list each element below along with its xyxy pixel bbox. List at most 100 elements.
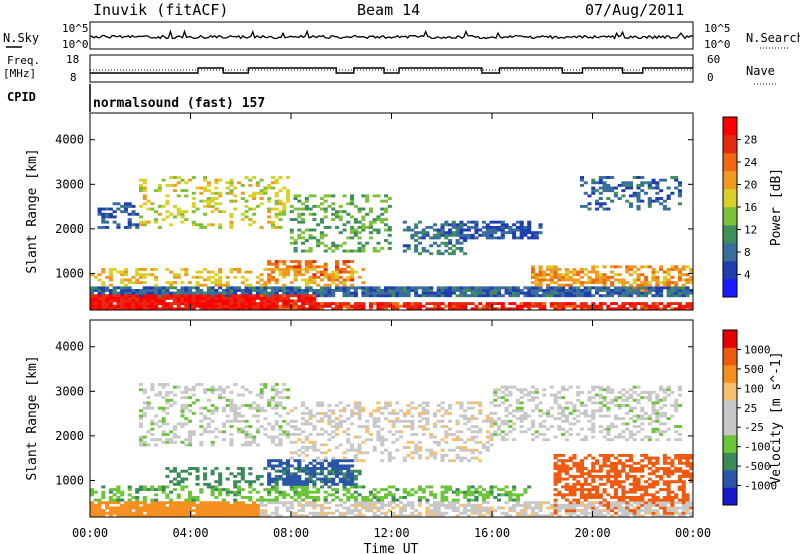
- echo-cell: [308, 207, 313, 211]
- echo-cell: [636, 414, 641, 418]
- echo-cell: [150, 422, 155, 426]
- echo-cell: [278, 396, 283, 400]
- echo-cell: [666, 304, 671, 308]
- echo-cell: [285, 435, 291, 439]
- echo-cell: [519, 503, 524, 507]
- echo-cell: [274, 514, 279, 518]
- echo-cell: [595, 286, 600, 290]
- echo-cell: [553, 270, 558, 274]
- echo-cell: [534, 273, 539, 277]
- echo-cell: [150, 432, 155, 436]
- echo-cell: [613, 186, 618, 190]
- echo-cell: [150, 273, 155, 277]
- echo-cell: [169, 270, 174, 274]
- echo-cell: [304, 239, 309, 243]
- echo-cell: [628, 204, 633, 208]
- echo-cell: [500, 419, 505, 423]
- echo-cell: [206, 417, 211, 421]
- echo-cell: [255, 509, 260, 513]
- echo-cell: [489, 417, 494, 421]
- echo-cell: [365, 506, 370, 510]
- echo-cell: [157, 438, 162, 442]
- echo-cell: [647, 493, 652, 497]
- echo-cell: [677, 278, 682, 282]
- echo-cell: [625, 422, 630, 426]
- echo-cell: [308, 472, 313, 476]
- echo-cell: [278, 469, 283, 473]
- echo-cell: [432, 435, 438, 439]
- echo-cell: [583, 503, 588, 507]
- echo-cell: [255, 181, 260, 185]
- echo-cell: [440, 307, 445, 311]
- echo-cell: [421, 294, 426, 298]
- echo-cell: [659, 422, 664, 426]
- echo-cell: [105, 207, 110, 211]
- echo-cell: [651, 411, 656, 415]
- echo-cell: [644, 506, 649, 510]
- echo-cell: [165, 390, 170, 394]
- echo-cell: [210, 503, 215, 507]
- echo-cell: [255, 291, 260, 295]
- echo-cell: [206, 511, 211, 515]
- echo-cell: [221, 503, 226, 507]
- echo-cell: [368, 503, 373, 507]
- echo-cell: [576, 503, 581, 507]
- echo-cell: [636, 176, 641, 179]
- echo-cell: [553, 506, 558, 510]
- echo-cell: [470, 286, 475, 290]
- echo-cell: [105, 503, 110, 507]
- echo-cell: [591, 267, 596, 271]
- echo-cell: [632, 509, 637, 513]
- echo-cell: [180, 409, 185, 413]
- echo-cell: [274, 225, 279, 229]
- echo-cell: [278, 299, 283, 303]
- echo-cell: [640, 414, 645, 418]
- echo-cell: [180, 296, 185, 300]
- echo-cell: [414, 246, 419, 250]
- echo-cell: [410, 451, 415, 455]
- echo-cell: [564, 304, 569, 308]
- echo-cell: [572, 477, 577, 481]
- echo-cell: [312, 299, 317, 303]
- echo-cell: [293, 302, 298, 306]
- echo-cell: [146, 503, 151, 507]
- echo-cell: [376, 498, 381, 502]
- echo-cell: [579, 467, 585, 471]
- echo-cell: [116, 296, 121, 300]
- echo-cell: [421, 406, 426, 410]
- echo-cell: [142, 197, 147, 200]
- echo-cell: [579, 204, 585, 208]
- echo-cell: [304, 262, 309, 266]
- echo-cell: [308, 194, 313, 198]
- echo-cell: [474, 490, 479, 494]
- echo-cell: [127, 511, 132, 515]
- echo-cell: [255, 307, 260, 311]
- echo-cell: [534, 511, 539, 515]
- echo-cell: [478, 440, 483, 444]
- echo-cell: [187, 409, 193, 413]
- echo-cell: [395, 498, 400, 502]
- echo-cell: [546, 288, 551, 292]
- echo-cell: [293, 480, 298, 484]
- echo-cell: [557, 459, 562, 463]
- echo-cell: [297, 448, 302, 452]
- echo-cell: [414, 291, 419, 295]
- echo-cell: [233, 501, 238, 505]
- echo-cell: [576, 390, 581, 394]
- echo-cell: [210, 275, 215, 279]
- echo-cell: [350, 495, 355, 499]
- echo-cell: [598, 178, 603, 182]
- echo-cell: [169, 440, 174, 444]
- echo-cell: [274, 307, 279, 311]
- echo-cell: [203, 503, 208, 507]
- echo-cell: [662, 204, 667, 208]
- echo-cell: [655, 304, 660, 308]
- echo-cell: [199, 288, 204, 292]
- echo-cell: [297, 469, 302, 473]
- echo-cell: [229, 199, 234, 203]
- echo-cell: [274, 383, 279, 386]
- echo-cell: [606, 474, 611, 478]
- echo-cell: [323, 411, 328, 415]
- echo-cell: [576, 281, 581, 285]
- echo-cell: [297, 514, 302, 518]
